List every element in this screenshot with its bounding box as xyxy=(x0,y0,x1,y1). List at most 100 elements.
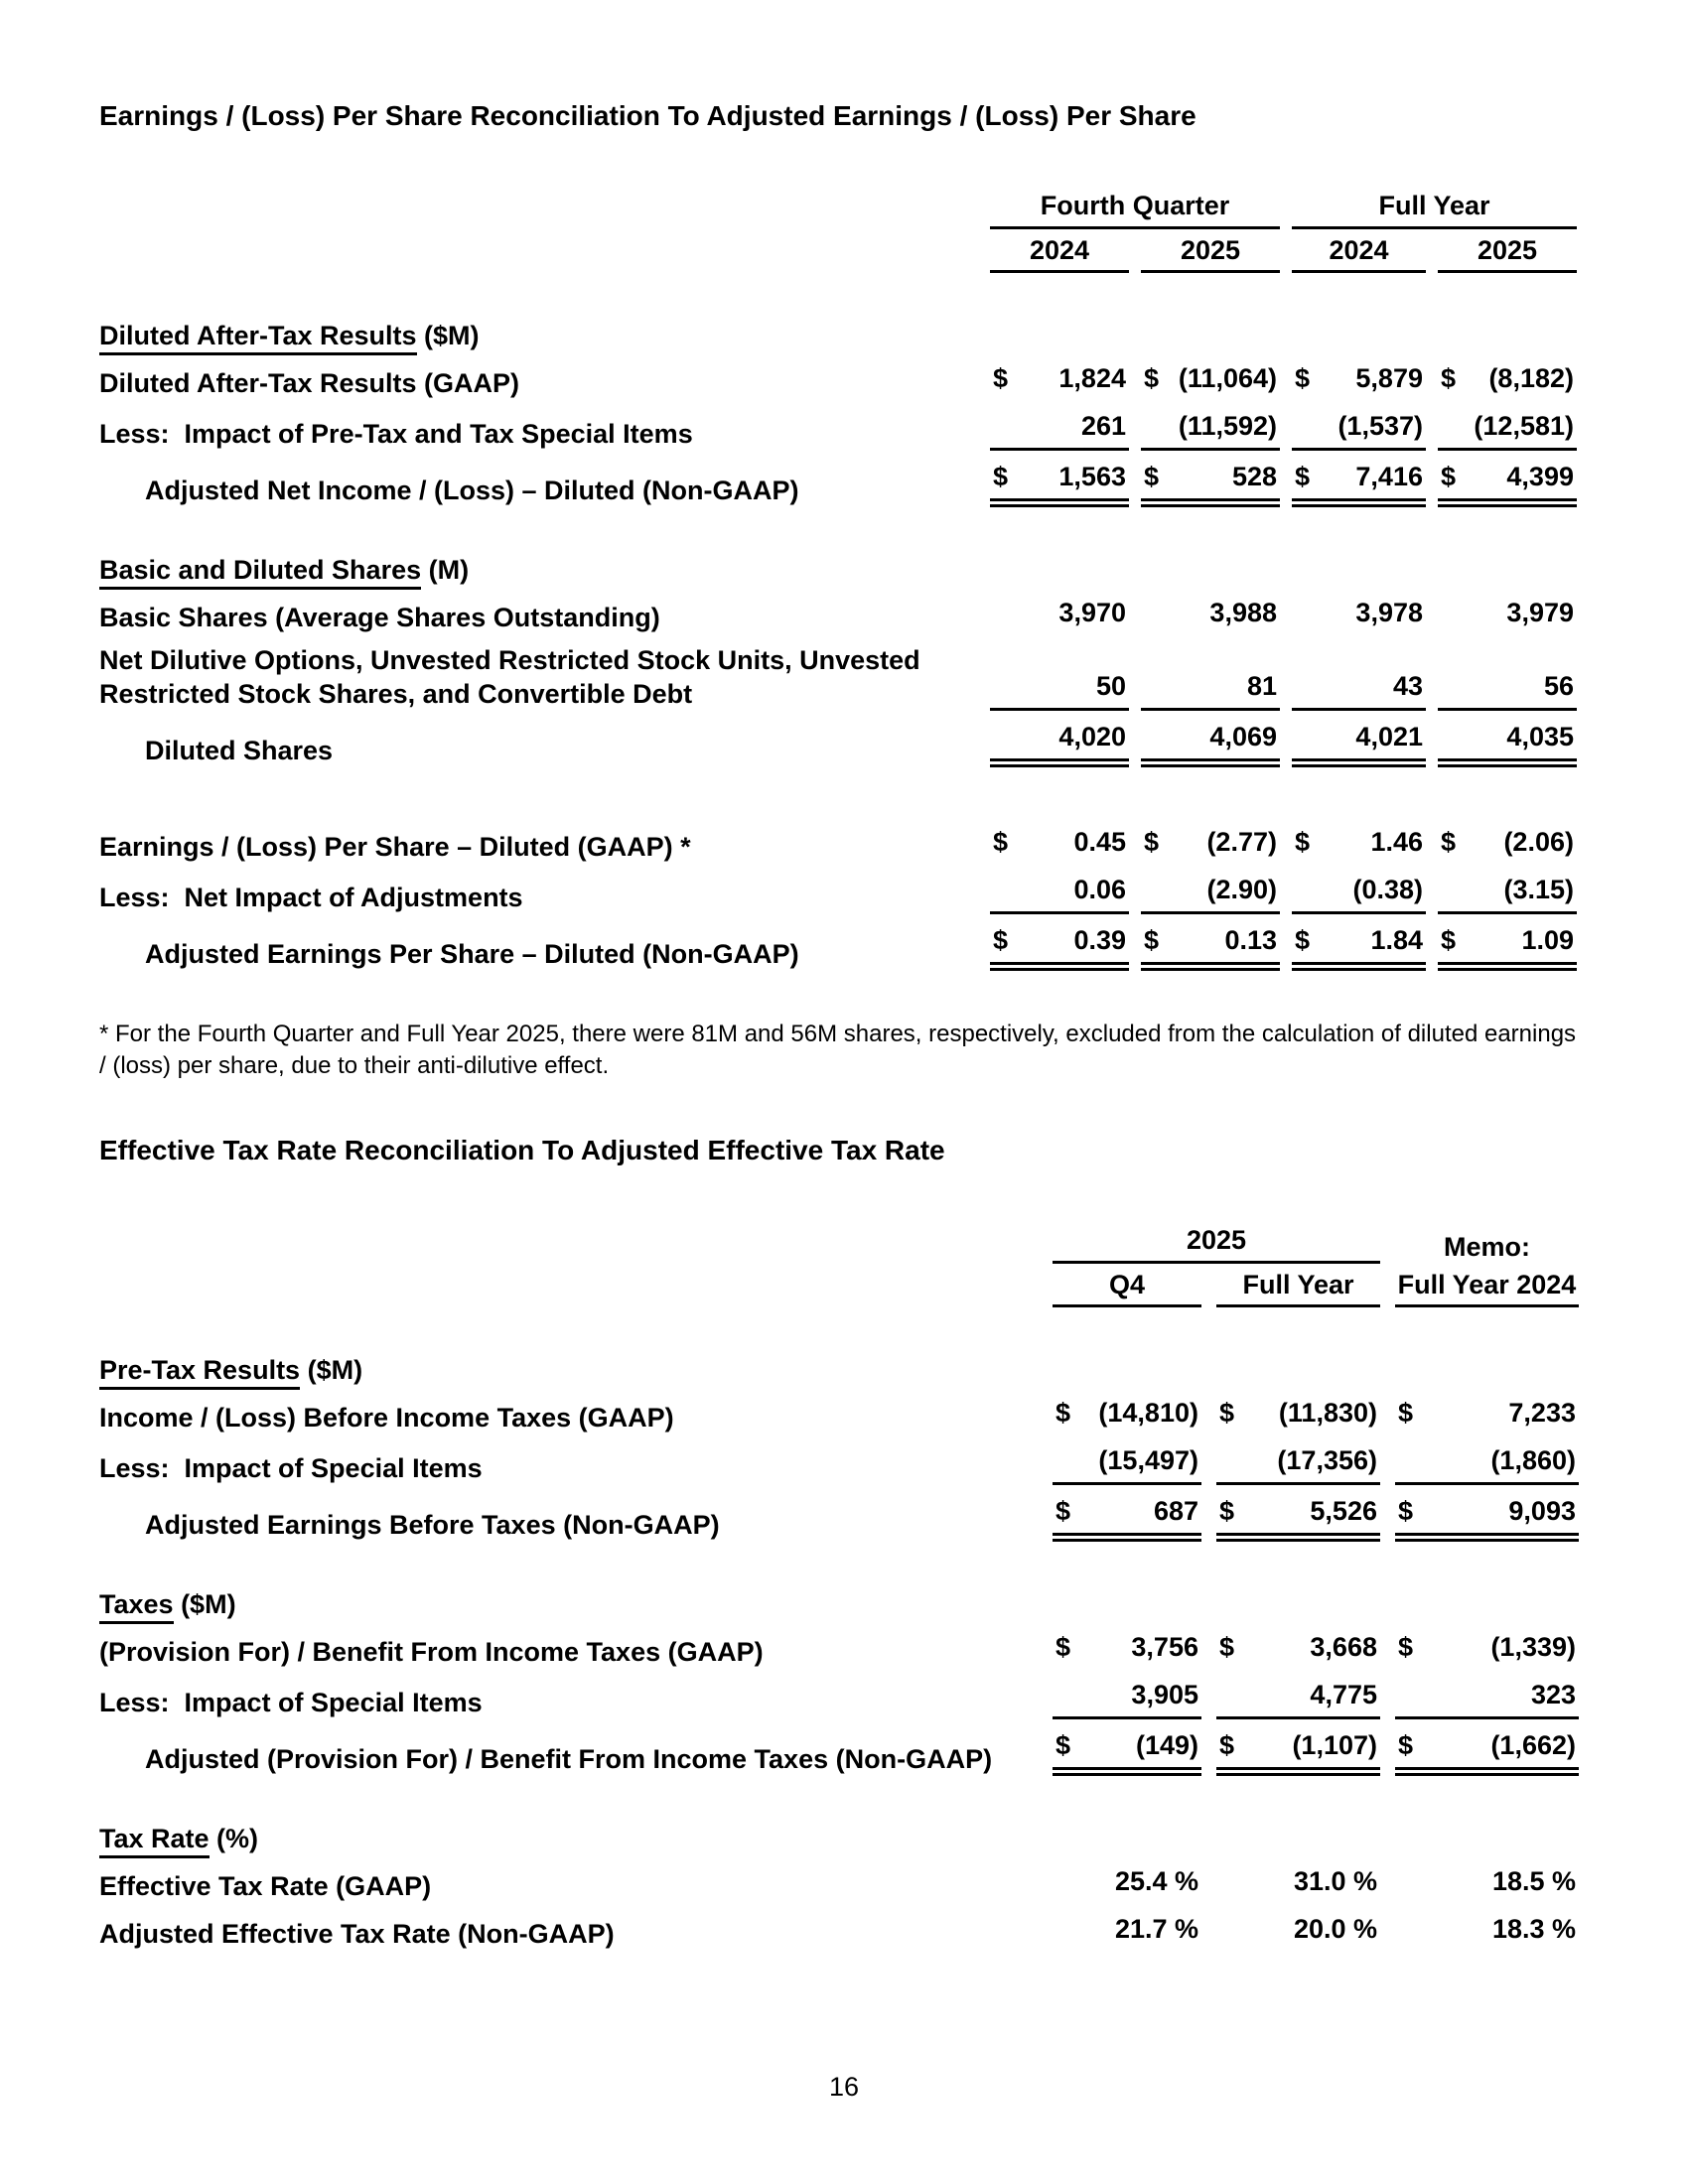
cell-value: (149) xyxy=(1135,1730,1198,1760)
table-cell: $1,824 xyxy=(990,361,1129,400)
table-cell: 0.06 xyxy=(990,873,1129,914)
currency-symbol: $ xyxy=(1219,1398,1235,1428)
cell-value: (15,497) xyxy=(1098,1445,1198,1475)
table-row: Diluted After-Tax Results (GAAP) $1,824 $(… xyxy=(99,361,1589,400)
table-row: Adjusted Earnings Before Taxes (Non-GAAP… xyxy=(99,1494,1589,1542)
cell-value: 20.0 % xyxy=(1293,1914,1377,1944)
table-cell: 4,021 xyxy=(1292,720,1426,767)
row-label: Income / (Loss) Before Income Taxes (GAA… xyxy=(99,1403,674,1433)
table-cell: $ (14,810) xyxy=(1053,1396,1201,1434)
section-heading: Diluted After-Tax Results ($M) xyxy=(99,319,1589,355)
section-heading: Tax Rate (%) xyxy=(99,1822,1589,1858)
row-label: Diluted After-Tax Results (GAAP) xyxy=(99,368,520,398)
table-cell: $ (2.06) xyxy=(1438,825,1577,864)
table-row: Earnings / (Loss) Per Share – Diluted (G… xyxy=(99,825,1589,864)
row-label: Adjusted Earnings Per Share – Diluted (N… xyxy=(145,939,799,969)
row-label: Earnings / (Loss) Per Share – Diluted (G… xyxy=(99,832,691,862)
tax-section-title: Effective Tax Rate Reconciliation To Adj… xyxy=(99,1135,945,1165)
currency-symbol: $ xyxy=(1441,827,1457,857)
cell-value: 31.0 % xyxy=(1293,1866,1377,1896)
row-label: Net Dilutive Options, Unvested Restricte… xyxy=(99,645,920,709)
memo-header: Memo: xyxy=(1444,1232,1530,1262)
table-cell: $9,093 xyxy=(1395,1494,1579,1542)
table-cell: $687 xyxy=(1053,1494,1201,1542)
currency-symbol: $ xyxy=(1144,462,1160,491)
table-cell: $ (149) xyxy=(1053,1728,1201,1776)
table-cell: $7,416 xyxy=(1292,460,1426,507)
cell-value: 3,668 xyxy=(1310,1632,1377,1662)
table-cell: $ (11,830) xyxy=(1216,1396,1380,1434)
year-column-header: 2024 xyxy=(990,233,1129,273)
row-label: Diluted Shares xyxy=(145,736,334,765)
cell-value: 5,526 xyxy=(1310,1496,1377,1526)
table-cell: 4,069 xyxy=(1141,720,1280,767)
currency-symbol: $ xyxy=(1144,827,1160,857)
cell-value: 0.39 xyxy=(1073,925,1126,955)
cell-value: (1,339) xyxy=(1490,1632,1576,1662)
row-label: Less: Impact of Special Items xyxy=(99,1688,483,1717)
cell-value: (11,592) xyxy=(1178,411,1277,441)
section-heading-unit: ($M) xyxy=(416,321,480,350)
currency-symbol: $ xyxy=(993,925,1009,955)
row-label: Effective Tax Rate (GAAP) xyxy=(99,1871,432,1901)
table-cell: 50 xyxy=(990,669,1129,711)
cell-value: 3,756 xyxy=(1131,1632,1198,1662)
table2-column-header-row: Q4 Full Year Full Year 2024 xyxy=(99,1268,1589,1307)
table-row: Adjusted (Provision For) / Benefit From … xyxy=(99,1728,1589,1776)
cell-value: 21.7 % xyxy=(1114,1914,1198,1944)
table-row: Effective Tax Rate (GAAP) 25.4 % 31.0 % 18.… xyxy=(99,1864,1589,1903)
tax-table-body: Pre-Tax Results ($M) Income / (Loss) Befo… xyxy=(99,1353,1589,1951)
cell-value: 4,069 xyxy=(1209,722,1277,751)
currency-symbol: $ xyxy=(1398,1496,1414,1526)
cell-value: 1,563 xyxy=(1058,462,1126,491)
table-cell: $ (1,107) xyxy=(1216,1728,1380,1776)
row-label: Less: Net Impact of Adjustments xyxy=(99,883,523,912)
table-cell: $5,879 xyxy=(1292,361,1426,400)
row-label: Basic Shares (Average Shares Outstanding… xyxy=(99,603,660,632)
currency-symbol: $ xyxy=(1144,363,1160,393)
table-row: Less: Net Impact of Adjustments 0.06 (2.90… xyxy=(99,873,1589,914)
table-cell: 18.3 % xyxy=(1395,1912,1579,1951)
cell-value: 4,399 xyxy=(1506,462,1574,491)
section-heading-unit: ($M) xyxy=(300,1355,363,1385)
section-heading-unit: ($M) xyxy=(173,1589,236,1619)
cell-value: 0.13 xyxy=(1224,925,1277,955)
currency-symbol: $ xyxy=(1144,925,1160,955)
table-cell: $0.45 xyxy=(990,825,1129,864)
table-cell: (15,497) xyxy=(1053,1443,1201,1485)
row-label: Adjusted Net Income / (Loss) – Diluted (… xyxy=(145,476,799,505)
cell-value: (12,581) xyxy=(1474,411,1574,441)
cell-value: 687 xyxy=(1153,1496,1198,1526)
table-row: Less: Impact of Special Items 3,905 4,775 3… xyxy=(99,1678,1589,1719)
table-cell: $7,233 xyxy=(1395,1396,1579,1434)
table-cell: (3.15) xyxy=(1438,873,1577,914)
cell-value: 1.09 xyxy=(1521,925,1574,955)
cell-value: (14,810) xyxy=(1098,1398,1198,1428)
table-cell: 3,978 xyxy=(1292,596,1426,634)
currency-symbol: $ xyxy=(1219,1496,1235,1526)
section-heading-text: Pre-Tax Results xyxy=(99,1355,301,1390)
cell-value: 4,020 xyxy=(1058,722,1126,751)
currency-symbol: $ xyxy=(1441,363,1457,393)
currency-symbol: $ xyxy=(1398,1398,1414,1428)
currency-symbol: $ xyxy=(1441,925,1457,955)
cell-value: (1,860) xyxy=(1490,1445,1576,1475)
row-label: (Provision For) / Benefit From Income Ta… xyxy=(99,1637,764,1667)
table-cell: 4,035 xyxy=(1438,720,1577,767)
table-cell: 4,775 xyxy=(1216,1678,1380,1719)
column-header-q4: Q4 xyxy=(1053,1268,1201,1307)
table-cell: $3,668 xyxy=(1216,1630,1380,1669)
table-cell: (17,356) xyxy=(1216,1443,1380,1485)
table-cell: 3,905 xyxy=(1053,1678,1201,1719)
table-cell: $ (8,182) xyxy=(1438,361,1577,400)
table-cell: 43 xyxy=(1292,669,1426,711)
cell-value: 3,979 xyxy=(1506,598,1574,627)
cell-value: 0.45 xyxy=(1073,827,1126,857)
cell-value: (17,356) xyxy=(1277,1445,1377,1475)
cell-value: (0.38) xyxy=(1352,875,1423,904)
table-row: Diluted Shares 4,020 4,069 4,021 4,035 xyxy=(99,720,1589,767)
table-cell: 3,988 xyxy=(1141,596,1280,634)
currency-symbol: $ xyxy=(1295,925,1311,955)
row-label: Less: Impact of Special Items xyxy=(99,1453,483,1483)
section-heading: Pre-Tax Results ($M) xyxy=(99,1353,1589,1390)
